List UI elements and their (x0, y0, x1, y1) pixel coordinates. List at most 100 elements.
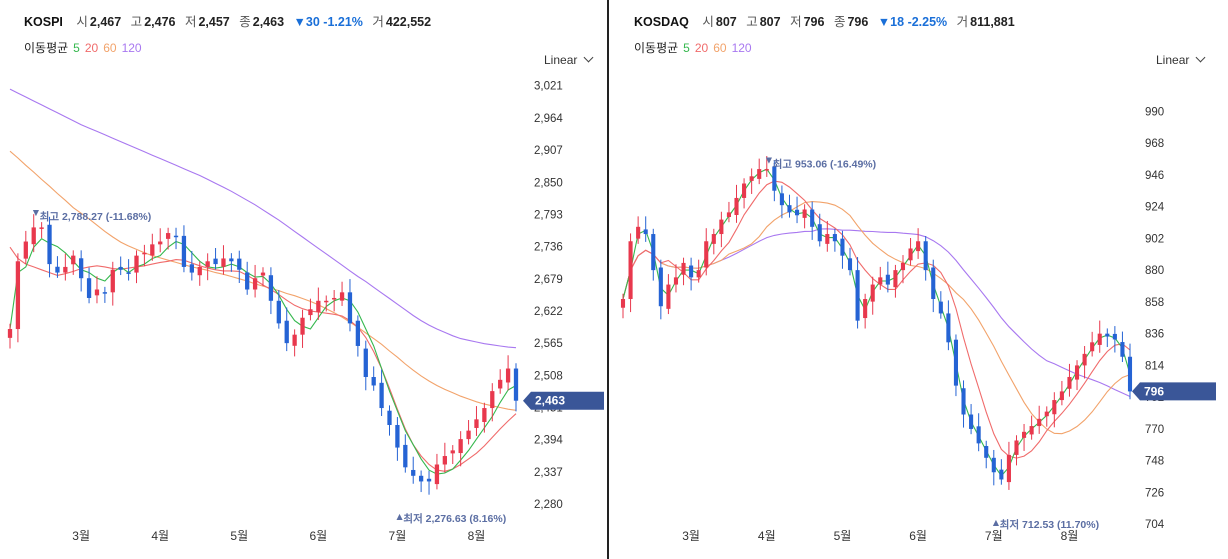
ma120-legend[interactable]: 120 (121, 41, 142, 55)
candle-body (110, 269, 115, 293)
x-axis-tick-label: 4월 (758, 529, 776, 543)
candle-body (719, 219, 724, 235)
candle-body (142, 252, 147, 255)
candle-body (300, 317, 305, 335)
down-triangle-icon: ▼ (877, 15, 891, 29)
ma5-legend[interactable]: 5 (683, 41, 690, 55)
change-amount: 18 (890, 15, 905, 29)
candle-body (268, 275, 274, 301)
open-value: 807 (715, 15, 737, 29)
y-axis-tick-label: 2,280 (534, 499, 563, 511)
y-axis-tick-label: 2,964 (534, 113, 563, 125)
ma20-legend[interactable]: 20 (84, 41, 99, 55)
y-axis-tick-label: 770 (1145, 424, 1164, 436)
y-axis-tick-label: 924 (1145, 202, 1165, 214)
candle-body (379, 382, 384, 409)
candle-body (1105, 333, 1110, 337)
candle-body (885, 274, 890, 285)
scale-dropdown[interactable]: Linear (544, 52, 594, 67)
candle-body (984, 445, 989, 458)
x-axis-tick-label: 7월 (389, 529, 407, 543)
candle-body (324, 300, 329, 303)
high-value: 2,476 (144, 15, 176, 29)
close-label: 종 (239, 15, 251, 29)
low-marker-triangle-icon: ▲ (394, 511, 404, 523)
candle-body (482, 408, 487, 422)
candle-body (893, 270, 898, 288)
candle-body (991, 457, 996, 473)
candle-body (681, 262, 686, 275)
ma20-legend[interactable]: 20 (694, 41, 709, 55)
ma60-legend[interactable]: 60 (103, 41, 117, 55)
candle-body (387, 410, 392, 425)
candle-body (221, 258, 226, 267)
candle-body (704, 241, 709, 268)
x-axis-tick-label: 5월 (230, 529, 248, 543)
candle-body (339, 292, 345, 301)
candle-body (787, 205, 792, 213)
high-annotation: 최고 2,788.27 (-11.68%) (40, 210, 152, 223)
candle-body (94, 289, 100, 296)
kosdaq-candlestick-chart[interactable]: 9909689469249028808588368147927707487267… (610, 0, 1228, 559)
candle-body (403, 444, 408, 468)
ma120-legend[interactable]: 120 (731, 41, 752, 55)
x-axis-tick-label: 8월 (468, 529, 486, 543)
ma60-legend[interactable]: 60 (713, 41, 727, 55)
candle-body (134, 255, 139, 273)
y-axis-tick-label: 2,337 (534, 467, 563, 479)
candle-body (102, 292, 108, 294)
candle-body (1090, 342, 1095, 352)
candle-body (938, 301, 943, 314)
candle-body (643, 229, 648, 235)
candle-body (651, 234, 656, 271)
candle-body (197, 266, 202, 276)
kospi-quote-header: KOSPI 시 2,467 고 2,476 저 2,457 종 2,463 ▼30 -1… (24, 11, 437, 30)
candle-body (794, 209, 800, 216)
y-axis-tick-label: 990 (1145, 106, 1164, 118)
candle-body (620, 299, 626, 308)
candle-body (946, 313, 951, 343)
moving-average-legend: 이동평균 5 20 60 120 (634, 39, 757, 56)
ma5-legend[interactable]: 5 (73, 41, 80, 55)
candle-body (1052, 400, 1057, 415)
volume-label: 거 (956, 15, 969, 29)
candle-body (213, 258, 218, 265)
candle-body (1112, 333, 1117, 340)
candle-body (1120, 342, 1125, 357)
y-axis-tick-label: 2,394 (534, 435, 563, 447)
change-value: ▼30 -1.21% (294, 15, 363, 29)
high-marker-triangle-icon: ▼ (31, 207, 41, 219)
y-axis-tick-label: 946 (1145, 170, 1164, 182)
candle-body (900, 262, 906, 271)
y-axis-tick-label: 2,736 (534, 242, 563, 254)
close-value: 796 (847, 15, 869, 29)
candle-body (181, 235, 187, 267)
candle-body (347, 292, 353, 324)
candle-body (316, 300, 321, 312)
y-axis-tick-label: 3,021 (534, 81, 563, 93)
candle-body (953, 339, 959, 386)
candle-body (749, 176, 754, 181)
candle-body (442, 456, 447, 465)
candle-body (292, 334, 297, 346)
candle-body (173, 235, 179, 238)
low-value: 2,457 (198, 15, 230, 29)
y-axis-tick-label: 2,850 (534, 177, 563, 189)
kospi-candlestick-chart[interactable]: 3,021 2,964 2,907 2,850 2,793 2,736 2,679 2,622… (0, 0, 607, 559)
candle-body (7, 329, 13, 338)
candle-body (802, 209, 807, 218)
volume-value: 422,552 (385, 15, 432, 29)
candle-body (961, 388, 966, 415)
candle-body (126, 272, 131, 274)
candle-body (86, 278, 92, 298)
y-axis-tick-label: 2,679 (534, 274, 563, 286)
candle-body (15, 261, 21, 330)
ma-title: 이동평균 (24, 41, 69, 55)
y-axis-tick-label: 726 (1145, 487, 1164, 499)
candle-body (245, 272, 250, 290)
candle-body (490, 391, 495, 409)
index-name: KOSPI (24, 15, 63, 29)
scale-dropdown[interactable]: Linear (1156, 52, 1206, 67)
candle-body (79, 258, 84, 279)
